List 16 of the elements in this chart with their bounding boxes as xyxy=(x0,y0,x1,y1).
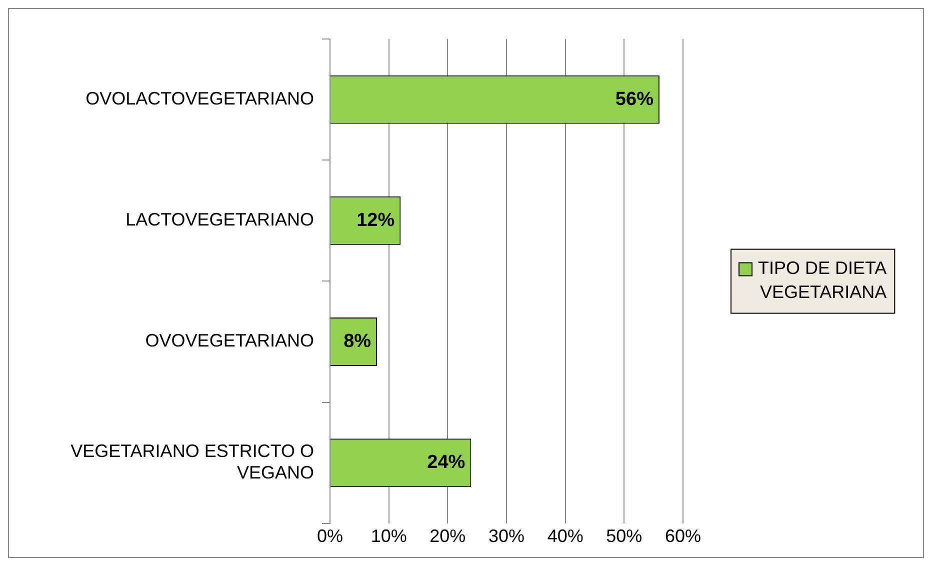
x-tick-label: 30% xyxy=(488,526,525,546)
y-tick-label: OVOLACTOVEGETARIANO xyxy=(86,88,314,109)
x-tick-label: 40% xyxy=(547,526,584,546)
data-label: 12% xyxy=(356,210,395,231)
y-tick-label: VEGETARIANO ESTRICTO O VEGANO xyxy=(70,441,314,483)
data-label: 24% xyxy=(427,452,466,474)
x-tick-label: 50% xyxy=(606,526,642,546)
x-tick-label: 60% xyxy=(664,526,702,546)
data-label: 56% xyxy=(615,88,654,110)
data-label: 8% xyxy=(344,330,372,352)
x-tick-label: 10% xyxy=(370,526,407,546)
legend-label: TIPO DE DIETA VEGETARIANA xyxy=(758,258,887,302)
x-tick-label: 20% xyxy=(430,526,466,546)
y-tick-label: LACTOVEGETARIANO xyxy=(126,210,314,230)
y-tick-label: OVOVEGETARIANO xyxy=(145,330,314,351)
x-tick-label: 0% xyxy=(316,526,344,546)
